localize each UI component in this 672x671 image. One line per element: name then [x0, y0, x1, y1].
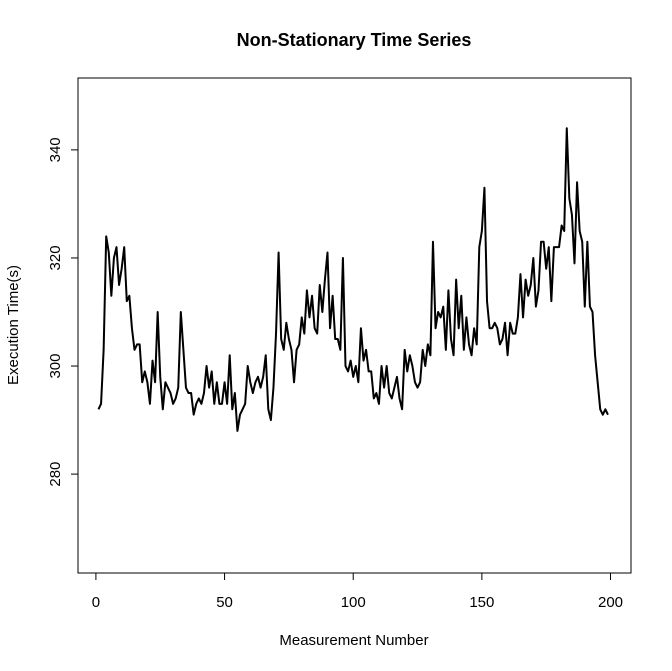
y-tick-label: 280: [47, 462, 64, 487]
data-line: [97, 127, 609, 432]
x-tick-label: 100: [341, 594, 366, 611]
y-tick-label: 320: [47, 245, 64, 270]
x-axis-label: Measurement Number: [279, 632, 428, 649]
x-tick-label: 50: [216, 594, 233, 611]
chart-title: Non-Stationary Time Series: [237, 30, 472, 50]
plot-frame: [77, 77, 632, 574]
x-tick-label: 200: [598, 594, 623, 611]
y-axis-label: Execution Time(s): [5, 265, 22, 385]
y-tick-label: 340: [47, 137, 64, 162]
x-tick-label: 0: [92, 594, 100, 611]
x-tick-label: 150: [469, 594, 494, 611]
y-tick-label: 300: [47, 354, 64, 379]
